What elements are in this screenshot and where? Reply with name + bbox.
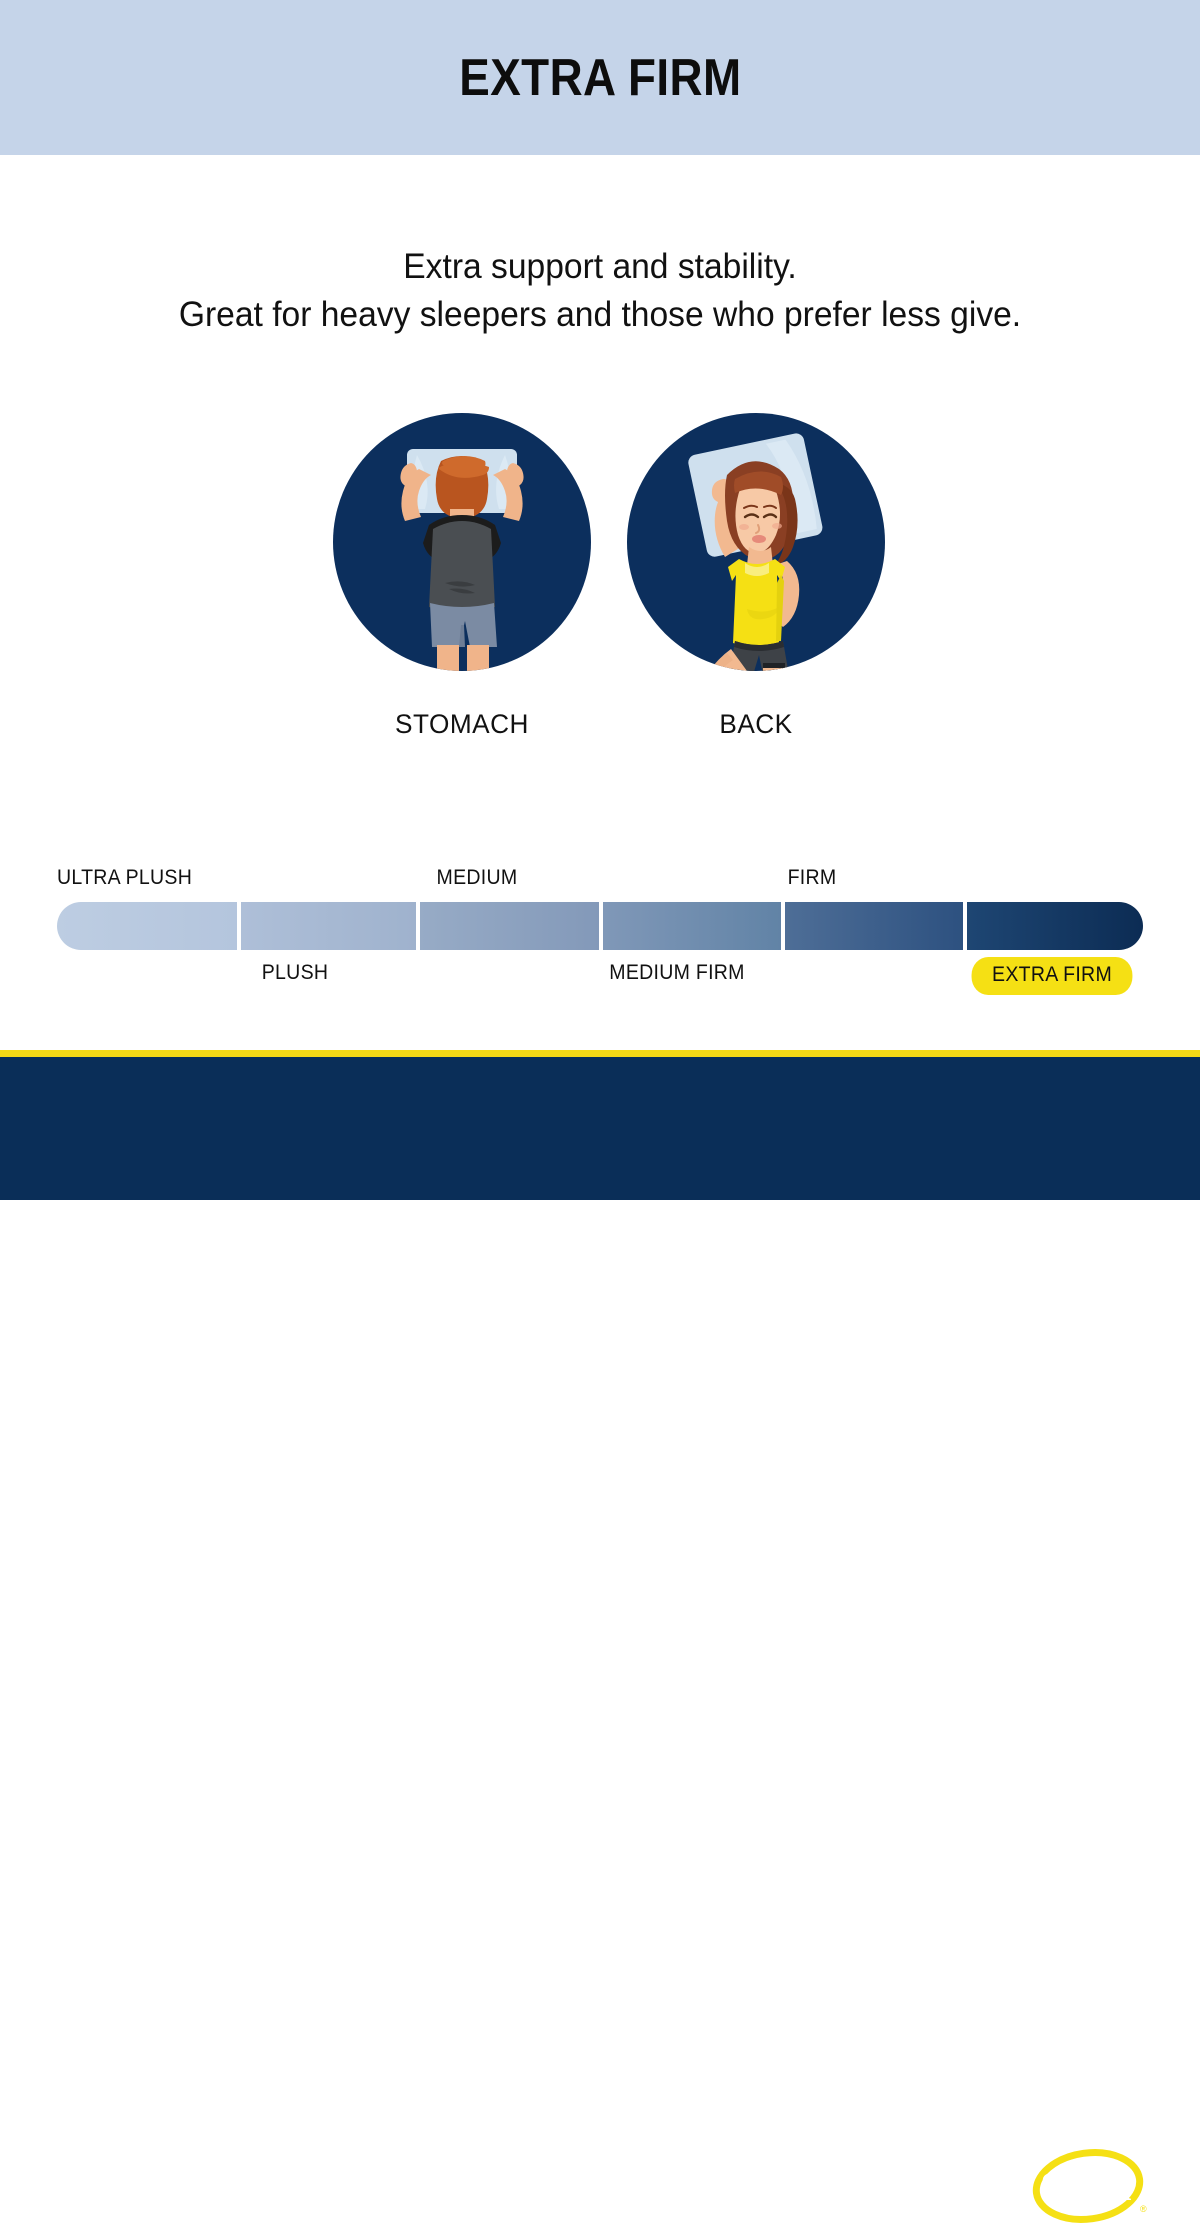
firmness-segment-medium-firm[interactable] <box>603 902 781 950</box>
sleep-position-back[interactable]: BACK <box>627 413 885 740</box>
firmness-label-medium-firm: MEDIUM FIRM <box>609 961 745 984</box>
firmness-segment-plush[interactable] <box>241 902 416 950</box>
sleep-positions: STOMACH <box>0 413 1200 753</box>
header-band: EXTRA FIRM <box>0 0 1200 155</box>
subtitle-line-1: Extra support and stability. <box>403 247 797 286</box>
sleep-position-label-back: BACK <box>719 709 793 739</box>
firmness-segment-firm[interactable] <box>785 902 963 950</box>
firmness-bar[interactable] <box>57 902 1143 950</box>
serta-logo-text: Serta <box>1040 2164 1131 2209</box>
stomach-sleeper-circle <box>333 413 591 671</box>
firmness-segment-extra-firm[interactable] <box>967 902 1143 950</box>
firmness-segment-medium[interactable] <box>420 902 599 950</box>
subtitle-line-2: Great for heavy sleepers and those who p… <box>178 294 1022 334</box>
sleep-position-label-stomach: STOMACH <box>395 709 529 739</box>
serta-logo[interactable]: Serta ® <box>1022 2144 1162 2228</box>
stomach-sleeper-icon <box>400 449 524 671</box>
serta-logo-registered-mark: ® <box>1140 2204 1147 2214</box>
firmness-labels-top: ULTRA PLUSH MEDIUM FIRM <box>57 866 1143 894</box>
back-sleeper-circle <box>627 413 885 671</box>
subtitle-block: Extra support and stability. Great for h… <box>24 243 1176 338</box>
firmness-label-extra-firm-selected[interactable]: EXTRA FIRM <box>971 957 1133 995</box>
sleep-position-stomach[interactable]: STOMACH <box>333 413 591 740</box>
back-sleeper-icon <box>688 433 823 671</box>
firmness-labels-bottom: PLUSH MEDIUM FIRM EXTRA FIRM <box>57 957 1143 995</box>
firmness-label-firm: FIRM <box>787 866 837 889</box>
footer-band: Serta ® <box>0 1057 1200 2223</box>
firmness-label-ultra-plush: ULTRA PLUSH <box>57 866 193 889</box>
page-title: EXTRA FIRM <box>458 48 742 107</box>
firmness-scale: ULTRA PLUSH MEDIUM FIRM PLUSH MEDIUM FIR… <box>57 866 1143 1011</box>
footer-yellow-stripe <box>0 1050 1200 1057</box>
firmness-segment-ultra-plush[interactable] <box>57 902 237 950</box>
firmness-label-medium: MEDIUM <box>436 866 518 889</box>
firmness-label-plush: PLUSH <box>261 961 329 984</box>
